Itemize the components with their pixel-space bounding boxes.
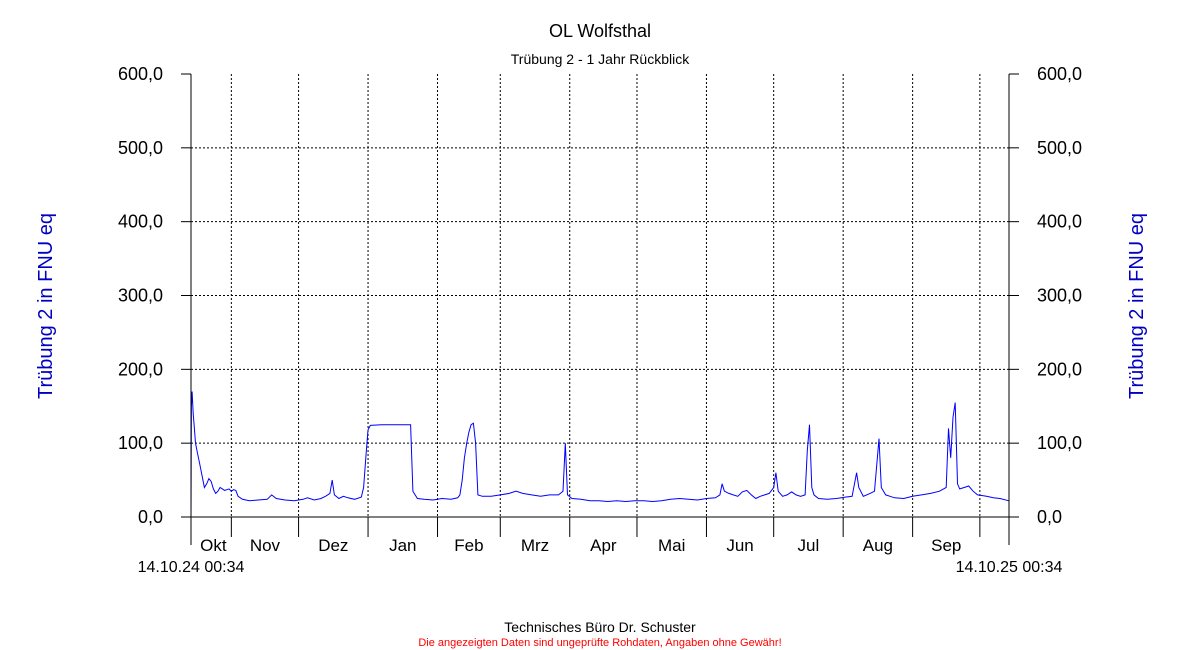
x-month-label: Sep (931, 536, 961, 555)
y-tick-label-right: 100,0 (1037, 433, 1082, 453)
x-month-label: Jun (726, 536, 753, 555)
y-tick-label-left: 500,0 (118, 138, 163, 158)
grid-lines (191, 74, 1009, 517)
series-line (190, 391, 1010, 518)
x-month-label: Feb (454, 536, 483, 555)
x-month-label: Dez (318, 536, 348, 555)
axes (181, 73, 1019, 545)
x-end-label: 14.10.25 00:34 (956, 559, 1063, 576)
y-tick-label-left: 100,0 (118, 433, 163, 453)
x-month-labels: Okt Nov Dez Jan Feb Mrz Apr Mai Jun Jul Aug Sep (200, 536, 961, 555)
series-layer (190, 391, 1010, 518)
y-tick-label-left: 300,0 (118, 286, 163, 306)
y-tick-label-right: 300,0 (1037, 286, 1082, 306)
chart-subtitle: Trübung 2 - 1 Jahr Rückblick (511, 51, 690, 67)
x-month-label: Mrz (521, 536, 549, 555)
x-month-label: Nov (250, 536, 281, 555)
x-month-label: Jul (798, 536, 820, 555)
x-start-label: 14.10.24 00:34 (138, 559, 245, 576)
y-tick-label-right: 200,0 (1037, 359, 1082, 379)
y-tick-labels-right: 0,0 100,0 200,0 300,0 400,0 500,0 600,0 (1037, 64, 1082, 527)
x-month-label: Jan (389, 536, 416, 555)
chart-title: OL Wolfsthal (549, 21, 651, 41)
x-month-label: Mai (658, 536, 685, 555)
x-month-label: Okt (200, 536, 227, 555)
y-tick-label-left: 600,0 (118, 64, 163, 84)
y-tick-label-left: 200,0 (118, 359, 163, 379)
y-tick-label-left: 0,0 (138, 507, 163, 527)
footer-disclaimer: Die angezeigten Daten sind ungeprüfte Ro… (418, 637, 781, 649)
x-month-label: Apr (590, 536, 617, 555)
y-tick-label-right: 500,0 (1037, 138, 1082, 158)
y-tick-label-right: 600,0 (1037, 64, 1082, 84)
y-axis-label-right: Trübung 2 in FNU eq (1126, 213, 1148, 399)
y-tick-label-left: 400,0 (118, 212, 163, 232)
y-tick-label-right: 0,0 (1037, 507, 1062, 527)
x-month-label: Aug (863, 536, 893, 555)
y-tick-labels-left: 0,0 100,0 200,0 300,0 400,0 500,0 600,0 (118, 64, 163, 527)
footer-credit: Technisches Büro Dr. Schuster (504, 619, 696, 635)
y-tick-label-right: 400,0 (1037, 212, 1082, 232)
y-axis-label-left: Trübung 2 in FNU eq (35, 213, 57, 399)
